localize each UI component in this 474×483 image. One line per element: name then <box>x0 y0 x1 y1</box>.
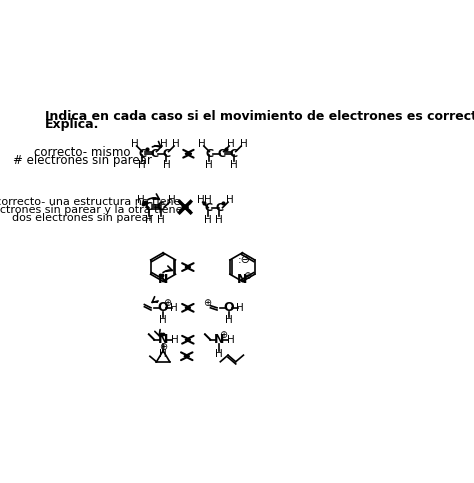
Text: C: C <box>215 203 223 213</box>
Text: H: H <box>159 315 167 326</box>
Text: H: H <box>230 160 237 170</box>
Text: H: H <box>204 215 212 225</box>
Text: N: N <box>237 273 247 286</box>
Text: incorrecto- una estructura no tiene: incorrecto- una estructura no tiene <box>0 197 181 207</box>
Text: :⊖: :⊖ <box>238 255 251 265</box>
Text: H: H <box>197 195 204 205</box>
Text: # electrones sin parear: # electrones sin parear <box>13 155 152 168</box>
Text: ⊕: ⊕ <box>219 330 228 341</box>
Text: C: C <box>138 149 146 159</box>
Text: H: H <box>157 215 165 225</box>
Text: O: O <box>158 301 168 314</box>
Text: ⊕: ⊕ <box>243 271 251 282</box>
Text: H: H <box>225 315 233 326</box>
Text: H: H <box>205 160 213 170</box>
Text: C: C <box>218 149 226 159</box>
Text: H: H <box>170 303 178 313</box>
Text: H: H <box>239 139 247 149</box>
Text: C: C <box>204 203 212 213</box>
Text: N: N <box>158 273 168 286</box>
Text: H: H <box>137 195 145 205</box>
Text: C: C <box>150 149 158 159</box>
Text: H: H <box>227 195 234 205</box>
Text: H: H <box>171 335 179 345</box>
Text: Explica.: Explica. <box>45 118 99 131</box>
Text: O: O <box>224 301 235 314</box>
Text: ⊕: ⊕ <box>203 298 211 309</box>
Text: H: H <box>138 160 146 170</box>
Text: H: H <box>160 139 168 149</box>
Text: H: H <box>173 139 180 149</box>
Text: ⊕: ⊕ <box>164 298 172 309</box>
Text: H: H <box>204 195 212 205</box>
Text: H: H <box>236 303 244 313</box>
Text: H: H <box>163 160 170 170</box>
Text: H: H <box>159 349 167 359</box>
Text: electrones sin parear y la otra tiene: electrones sin parear y la otra tiene <box>0 205 182 215</box>
Text: C: C <box>157 202 165 212</box>
Text: H: H <box>228 139 235 149</box>
Text: C: C <box>229 149 237 159</box>
Text: H: H <box>198 139 206 149</box>
Text: H: H <box>168 195 176 205</box>
Text: N: N <box>214 333 224 346</box>
Text: ⊕: ⊕ <box>159 342 167 353</box>
Text: C: C <box>162 149 171 159</box>
Text: C: C <box>205 149 213 159</box>
Text: H: H <box>145 215 153 225</box>
Text: H: H <box>215 349 223 359</box>
Text: Indica en cada caso si el movimiento de electrones es correcto o incorrecto.: Indica en cada caso si el movimiento de … <box>45 110 474 123</box>
Text: correcto- mismo: correcto- mismo <box>35 146 131 159</box>
Text: H: H <box>227 335 235 345</box>
Text: N: N <box>158 333 168 346</box>
Text: dos electrones sin parear: dos electrones sin parear <box>12 213 153 223</box>
Text: C: C <box>145 202 153 212</box>
Text: H: H <box>215 215 223 225</box>
Text: H: H <box>131 139 138 149</box>
